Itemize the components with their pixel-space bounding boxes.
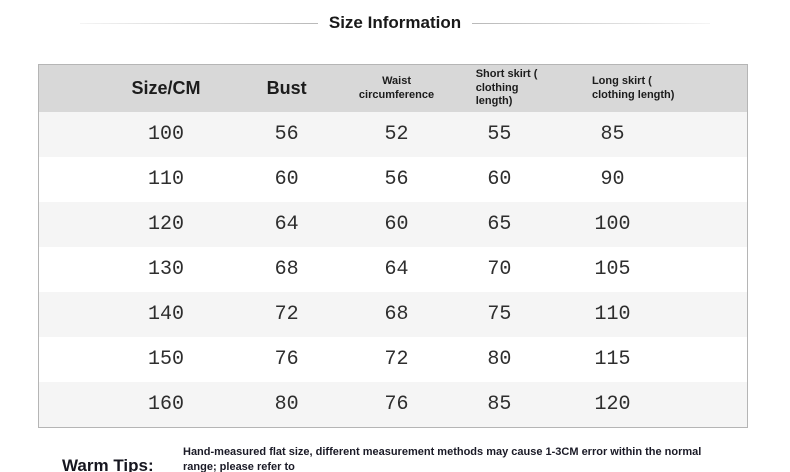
title-divider: Size Information [0,0,790,33]
cell-size: 110 [147,168,184,191]
table-row: 140 72 68 75 110 [38,292,748,337]
table-row: 130 68 64 70 105 [38,247,748,292]
table-row: 100 56 52 55 85 [38,112,748,157]
cell-size: 140 [147,303,184,326]
divider-line-right [472,22,711,24]
cell-short-skirt: 75 [487,303,512,326]
cell-short-skirt: 85 [487,393,512,416]
cell-short-skirt: 70 [487,258,512,281]
cell-bust: 80 [274,393,299,416]
cell-long-skirt: 100 [594,213,631,236]
cell-short-skirt: 80 [487,348,512,371]
warm-tips-label: Warm Tips: [62,456,154,472]
header-long-skirt: Long skirt ( clothing length) [548,64,748,112]
cell-bust: 60 [274,168,299,191]
header-waist: Waist circumference [343,64,450,112]
cell-long-skirt: 115 [594,348,631,371]
cell-waist: 64 [384,258,409,281]
cell-waist: 56 [384,168,409,191]
header-short-skirt: Short skirt ( clothing length) [449,64,549,112]
size-table: Size/CM Bust Waist circumference Short s… [38,64,748,428]
page-title: Size Information [328,13,462,32]
table-row: 160 80 76 85 120 [38,382,748,428]
cell-size: 130 [147,258,184,281]
cell-long-skirt: 105 [594,258,631,281]
warm-tips-text: Hand-measured flat size, different measu… [183,445,723,472]
cell-waist: 60 [384,213,409,236]
header-bust: Bust [229,64,344,112]
cell-bust: 72 [274,303,299,326]
warm-tips-section: Warm Tips: Hand-measured flat size, diff… [0,445,790,472]
table-header-row: Size/CM Bust Waist circumference Short s… [38,64,748,112]
table-row: 120 64 60 65 100 [38,202,748,247]
cell-waist: 68 [384,303,409,326]
cell-long-skirt: 120 [594,393,631,416]
divider-line-left [79,22,318,24]
cell-size: 160 [147,393,184,416]
table-row: 110 60 56 60 90 [38,157,748,202]
cell-long-skirt: 85 [600,123,625,146]
cell-bust: 64 [274,213,299,236]
cell-bust: 68 [274,258,299,281]
cell-bust: 56 [274,123,299,146]
cell-short-skirt: 55 [487,123,512,146]
warm-tips-line-1: Hand-measured flat size, different measu… [183,446,702,472]
cell-waist: 52 [384,123,409,146]
table-row: 150 76 72 80 115 [38,337,748,382]
cell-waist: 76 [384,393,409,416]
cell-size: 100 [147,123,184,146]
cell-short-skirt: 60 [487,168,512,191]
cell-size: 150 [147,348,184,371]
cell-long-skirt: 110 [594,303,631,326]
header-size-cm: Size/CM [38,64,230,112]
cell-short-skirt: 65 [487,213,512,236]
cell-long-skirt: 90 [600,168,625,191]
cell-size: 120 [147,213,184,236]
cell-bust: 76 [274,348,299,371]
cell-waist: 72 [384,348,409,371]
